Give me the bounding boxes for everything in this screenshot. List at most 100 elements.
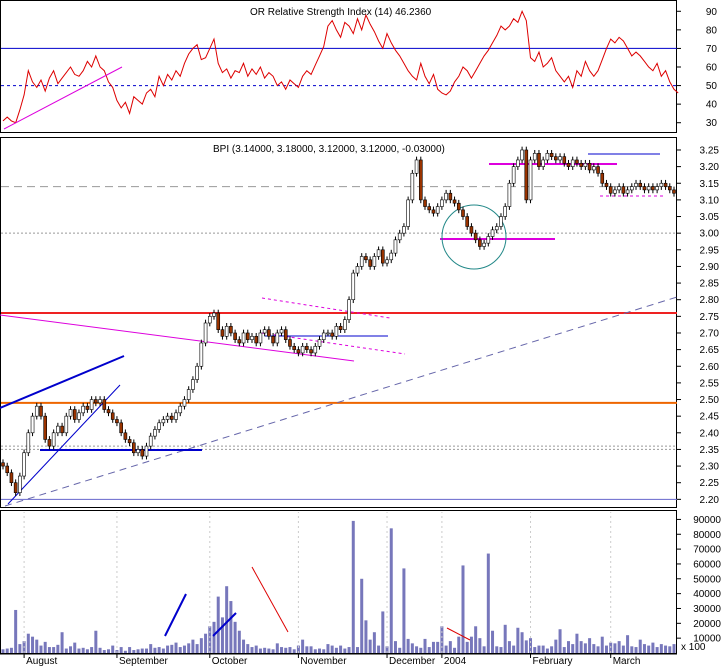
candle-body: [39, 405, 43, 417]
volume-bar: [537, 645, 541, 653]
volume-bar: [575, 633, 579, 653]
candle-body: [77, 412, 81, 420]
candle-body: [330, 332, 334, 337]
volume-bar: [284, 647, 288, 653]
candle-body: [245, 332, 250, 340]
volume-bar: [153, 647, 157, 653]
candle-body: [212, 312, 216, 317]
candle-body: [267, 329, 271, 337]
x-axis-label: August: [26, 656, 57, 666]
volume-bar: [31, 636, 35, 653]
candle-body: [554, 156, 558, 161]
volume-bar: [322, 649, 326, 653]
volume-bar: [166, 645, 170, 653]
x-axis-label: September: [119, 656, 169, 666]
volume-bar: [516, 627, 520, 653]
candle-body: [351, 272, 356, 301]
rsi-tick-label: 60: [706, 63, 718, 74]
volume-bar: [664, 645, 668, 653]
volume-scale-label: x 100: [681, 642, 706, 653]
candle-body: [604, 182, 609, 187]
rsi-panel: [0, 0, 677, 133]
candle-body: [659, 182, 664, 187]
candle-body: [338, 326, 343, 330]
candle-body: [5, 465, 10, 474]
rsi-tick-label: 30: [706, 118, 718, 129]
candle-body: [110, 412, 115, 420]
price-tick-label: 3.00: [700, 229, 720, 240]
candle-body: [549, 153, 554, 157]
candle-body: [309, 349, 313, 354]
volume-bar: [242, 639, 246, 653]
candle-body: [600, 172, 605, 184]
volume-bar: [157, 647, 161, 653]
candle-body: [541, 159, 545, 167]
volume-trendline: [164, 593, 187, 637]
candle-body: [562, 156, 567, 164]
price-tick-label: 2.55: [700, 378, 720, 389]
volume-bar: [39, 645, 43, 653]
volume-bar: [554, 639, 558, 653]
candle-body: [178, 405, 183, 414]
candle-body: [34, 405, 39, 417]
volume-bar: [102, 650, 106, 653]
candle-body: [431, 209, 436, 214]
volume-bar: [668, 646, 672, 653]
candle-body: [1, 462, 5, 467]
volume-bar: [558, 629, 562, 653]
volume-bar: [140, 648, 144, 653]
price-tick-label: 2.35: [700, 445, 720, 456]
volume-bar: [529, 638, 533, 653]
candle-body: [646, 186, 651, 191]
candle-body: [60, 425, 64, 434]
volume-bar: [427, 647, 431, 653]
volume-bar: [288, 647, 292, 653]
candle-body: [613, 189, 617, 194]
volume-bar: [250, 647, 254, 653]
candle-body: [355, 266, 360, 274]
volume-tick-label: 40000: [693, 589, 721, 600]
candle-body: [592, 166, 596, 171]
volume-bar: [73, 642, 77, 653]
volume-trendline: [251, 566, 289, 633]
x-axis-label: 2004: [444, 656, 467, 666]
volume-bar: [626, 635, 630, 653]
candle-body: [165, 415, 170, 420]
candle-body: [47, 439, 52, 447]
volume-bar: [9, 647, 13, 653]
candle-body: [532, 153, 537, 161]
candle-body: [461, 209, 465, 217]
candle-body: [334, 326, 339, 337]
volume-bar: [309, 646, 313, 653]
candle-body: [494, 226, 499, 231]
volume-bar: [14, 609, 18, 653]
volume-bar: [642, 644, 646, 653]
volume-bar: [474, 626, 478, 653]
volume-bar: [212, 621, 216, 653]
volume-bar: [292, 649, 296, 653]
volume-bar: [440, 626, 444, 653]
volume-bar: [208, 626, 212, 653]
candle-body: [182, 399, 187, 407]
price-tick-label: 2.90: [700, 262, 720, 273]
volume-bar: [178, 647, 182, 653]
candle-body: [283, 329, 288, 340]
candle-body: [51, 432, 56, 447]
candle-body: [672, 189, 676, 194]
volume-bar: [258, 648, 262, 653]
volume-bar: [301, 639, 305, 653]
candle-body: [144, 445, 149, 457]
volume-bar: [402, 568, 406, 653]
candle-body: [478, 239, 482, 247]
price-tick-label: 2.70: [700, 328, 720, 339]
candle-body: [410, 172, 415, 201]
candle-body: [148, 435, 153, 447]
volume-bar: [191, 639, 195, 653]
volume-bar: [541, 645, 545, 653]
volume-bar: [457, 636, 461, 653]
volume-bar: [499, 647, 503, 653]
volume-bar: [18, 644, 22, 653]
volume-bar: [377, 645, 381, 653]
volume-bar: [123, 650, 127, 653]
price-y-axis: 2.20 2.25 2.30 2.35 2.40 2.45 2.50 2.55 2.60 2.65…: [677, 145, 720, 506]
